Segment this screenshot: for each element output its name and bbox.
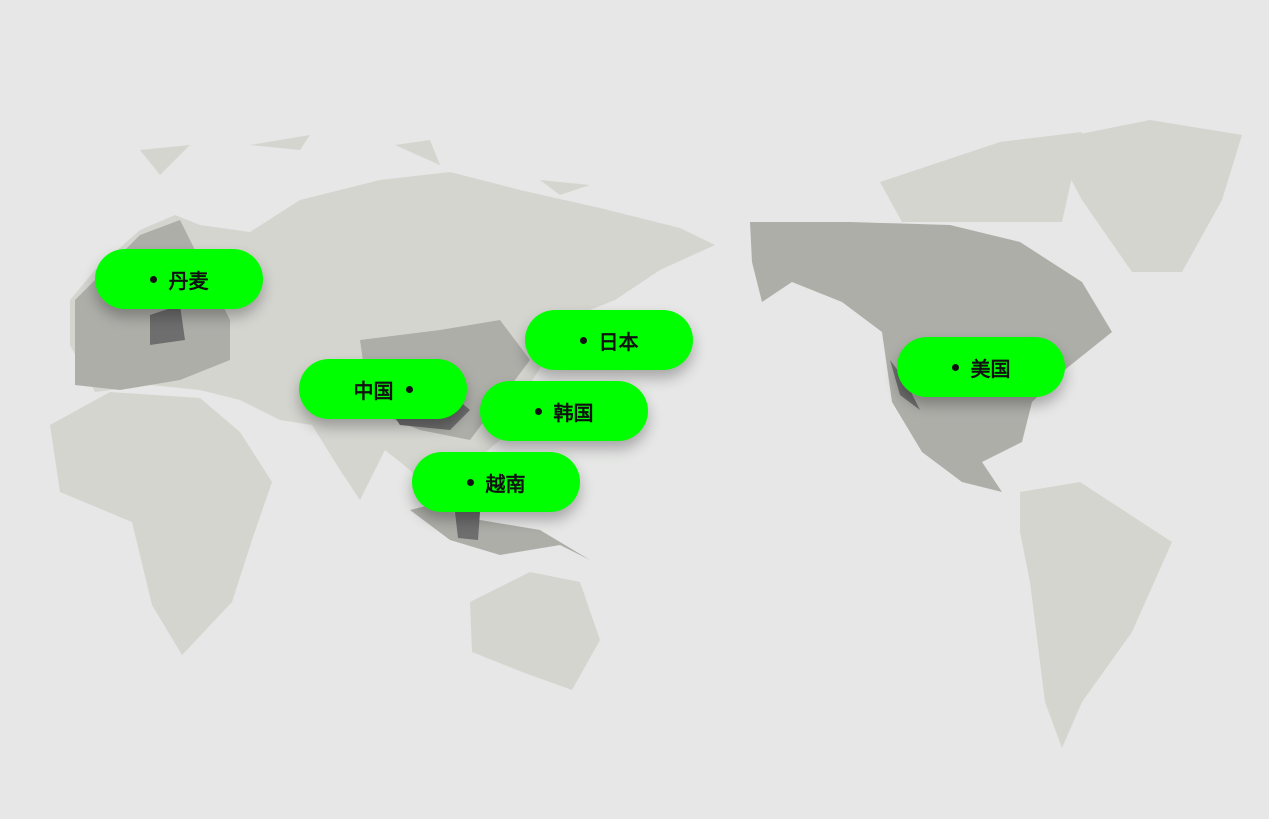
canadian-islands [880,132,1082,222]
australia [470,572,600,690]
marker-label: 丹麦 [168,268,209,293]
marker-label: 中国 [353,378,394,403]
marker-dot [405,385,413,393]
africa [50,392,272,655]
marker-dot [534,407,542,415]
greenland [1050,120,1242,272]
marker-dot [466,478,474,486]
marker-denmark[interactable]: 丹麦 [95,249,263,309]
marker-vietnam[interactable]: 越南 [412,452,580,512]
marker-label: 日本 [598,329,639,354]
marker-korea[interactable]: 韩国 [480,381,648,441]
germany-highlight [150,305,185,345]
marker-dot [579,336,587,344]
marker-label: 韩国 [553,400,594,425]
southeast-asia-islands [410,505,590,560]
marker-japan[interactable]: 日本 [525,310,693,370]
marker-usa[interactable]: 美国 [897,337,1065,397]
marker-dot [951,363,959,371]
marker-dot [149,275,157,283]
vietnam-highlight [455,512,480,540]
marker-label: 美国 [970,356,1011,381]
marker-label: 越南 [485,471,526,496]
south-america [1020,482,1172,748]
marker-china[interactable]: 中国 [299,359,467,419]
